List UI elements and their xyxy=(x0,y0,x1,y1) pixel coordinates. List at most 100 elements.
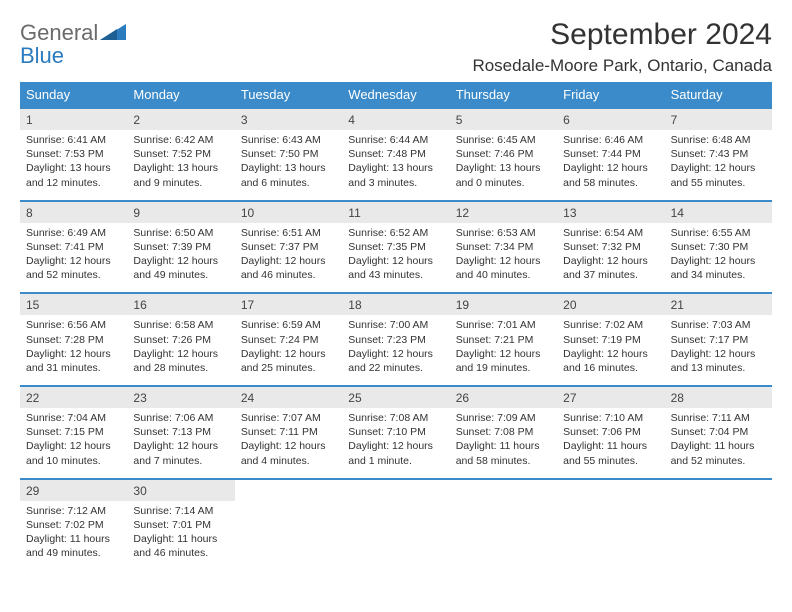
day-number: 12 xyxy=(450,202,557,223)
day-info: Sunrise: 7:07 AMSunset: 7:11 PMDaylight:… xyxy=(235,408,342,478)
sunset: Sunset: 7:50 PM xyxy=(241,147,336,161)
location: Rosedale-Moore Park, Ontario, Canada xyxy=(472,56,772,76)
sunset: Sunset: 7:24 PM xyxy=(241,333,336,347)
day-header: Sunday xyxy=(20,82,127,107)
daylight-l2: and 34 minutes. xyxy=(671,268,766,282)
empty-cell xyxy=(665,480,772,501)
day-info: Sunrise: 6:41 AMSunset: 7:53 PMDaylight:… xyxy=(20,130,127,200)
daylight-l1: Daylight: 11 hours xyxy=(26,532,121,546)
daylight-l2: and 55 minutes. xyxy=(563,454,658,468)
sunset: Sunset: 7:15 PM xyxy=(26,425,121,439)
sunrise: Sunrise: 6:51 AM xyxy=(241,226,336,240)
daylight-l2: and 46 minutes. xyxy=(241,268,336,282)
day-number: 24 xyxy=(235,387,342,408)
day-header: Thursday xyxy=(450,82,557,107)
day-number: 15 xyxy=(20,294,127,315)
day-info: Sunrise: 6:49 AMSunset: 7:41 PMDaylight:… xyxy=(20,223,127,293)
day-number: 3 xyxy=(235,109,342,130)
day-number: 18 xyxy=(342,294,449,315)
daylight-l2: and 13 minutes. xyxy=(671,361,766,375)
logo-triangle-icon xyxy=(100,22,128,47)
day-info: Sunrise: 6:46 AMSunset: 7:44 PMDaylight:… xyxy=(557,130,664,200)
sunrise: Sunrise: 6:54 AM xyxy=(563,226,658,240)
day-number: 28 xyxy=(665,387,772,408)
sunset: Sunset: 7:46 PM xyxy=(456,147,551,161)
day-number: 26 xyxy=(450,387,557,408)
logo-word2: Blue xyxy=(20,43,64,68)
day-info: Sunrise: 6:53 AMSunset: 7:34 PMDaylight:… xyxy=(450,223,557,293)
day-number: 17 xyxy=(235,294,342,315)
info-row: Sunrise: 7:04 AMSunset: 7:15 PMDaylight:… xyxy=(20,408,772,478)
daylight-l1: Daylight: 12 hours xyxy=(26,254,121,268)
day-number: 14 xyxy=(665,202,772,223)
day-number: 1 xyxy=(20,109,127,130)
day-info: Sunrise: 7:03 AMSunset: 7:17 PMDaylight:… xyxy=(665,315,772,385)
daylight-l1: Daylight: 12 hours xyxy=(241,439,336,453)
sunrise: Sunrise: 7:00 AM xyxy=(348,318,443,332)
day-info: Sunrise: 6:58 AMSunset: 7:26 PMDaylight:… xyxy=(127,315,234,385)
day-number: 29 xyxy=(20,480,127,501)
daylight-l1: Daylight: 13 hours xyxy=(456,161,551,175)
empty-cell xyxy=(450,480,557,501)
day-number: 20 xyxy=(557,294,664,315)
sunset: Sunset: 7:21 PM xyxy=(456,333,551,347)
sunrise: Sunrise: 7:04 AM xyxy=(26,411,121,425)
day-info: Sunrise: 7:14 AMSunset: 7:01 PMDaylight:… xyxy=(127,501,234,571)
sunrise: Sunrise: 7:14 AM xyxy=(133,504,228,518)
day-number: 5 xyxy=(450,109,557,130)
info-row: Sunrise: 6:49 AMSunset: 7:41 PMDaylight:… xyxy=(20,223,772,293)
empty-cell xyxy=(342,480,449,501)
info-row: Sunrise: 7:12 AMSunset: 7:02 PMDaylight:… xyxy=(20,501,772,571)
sunrise: Sunrise: 6:50 AM xyxy=(133,226,228,240)
day-number: 16 xyxy=(127,294,234,315)
day-number: 7 xyxy=(665,109,772,130)
day-info: Sunrise: 6:55 AMSunset: 7:30 PMDaylight:… xyxy=(665,223,772,293)
day-info: Sunrise: 7:11 AMSunset: 7:04 PMDaylight:… xyxy=(665,408,772,478)
sunrise: Sunrise: 6:55 AM xyxy=(671,226,766,240)
sunset: Sunset: 7:23 PM xyxy=(348,333,443,347)
sunset: Sunset: 7:26 PM xyxy=(133,333,228,347)
day-info: Sunrise: 7:00 AMSunset: 7:23 PMDaylight:… xyxy=(342,315,449,385)
sunrise: Sunrise: 7:03 AM xyxy=(671,318,766,332)
day-header: Monday xyxy=(127,82,234,107)
daylight-l2: and 7 minutes. xyxy=(133,454,228,468)
daylight-l1: Daylight: 12 hours xyxy=(563,347,658,361)
day-info: Sunrise: 6:54 AMSunset: 7:32 PMDaylight:… xyxy=(557,223,664,293)
sunset: Sunset: 7:32 PM xyxy=(563,240,658,254)
daylight-l1: Daylight: 11 hours xyxy=(671,439,766,453)
empty-cell xyxy=(665,501,772,571)
sunset: Sunset: 7:30 PM xyxy=(671,240,766,254)
header: General Blue September 2024 Rosedale-Moo… xyxy=(20,18,772,76)
daylight-l2: and 28 minutes. xyxy=(133,361,228,375)
daylight-l2: and 0 minutes. xyxy=(456,176,551,190)
day-info: Sunrise: 7:08 AMSunset: 7:10 PMDaylight:… xyxy=(342,408,449,478)
day-number: 4 xyxy=(342,109,449,130)
daynum-row: 891011121314 xyxy=(20,200,772,223)
sunrise: Sunrise: 7:02 AM xyxy=(563,318,658,332)
daylight-l2: and 16 minutes. xyxy=(563,361,658,375)
sunrise: Sunrise: 6:58 AM xyxy=(133,318,228,332)
day-header: Friday xyxy=(557,82,664,107)
day-info: Sunrise: 6:42 AMSunset: 7:52 PMDaylight:… xyxy=(127,130,234,200)
day-info: Sunrise: 6:51 AMSunset: 7:37 PMDaylight:… xyxy=(235,223,342,293)
day-info: Sunrise: 7:10 AMSunset: 7:06 PMDaylight:… xyxy=(557,408,664,478)
daylight-l1: Daylight: 12 hours xyxy=(26,439,121,453)
daylight-l2: and 3 minutes. xyxy=(348,176,443,190)
daylight-l2: and 37 minutes. xyxy=(563,268,658,282)
empty-cell xyxy=(342,501,449,571)
sunrise: Sunrise: 7:06 AM xyxy=(133,411,228,425)
empty-cell xyxy=(557,501,664,571)
sunset: Sunset: 7:10 PM xyxy=(348,425,443,439)
daylight-l2: and 4 minutes. xyxy=(241,454,336,468)
day-info: Sunrise: 6:48 AMSunset: 7:43 PMDaylight:… xyxy=(665,130,772,200)
sunset: Sunset: 7:41 PM xyxy=(26,240,121,254)
daylight-l2: and 55 minutes. xyxy=(671,176,766,190)
month-title: September 2024 xyxy=(472,18,772,52)
daylight-l1: Daylight: 12 hours xyxy=(456,347,551,361)
day-number: 19 xyxy=(450,294,557,315)
daylight-l2: and 10 minutes. xyxy=(26,454,121,468)
day-info: Sunrise: 6:59 AMSunset: 7:24 PMDaylight:… xyxy=(235,315,342,385)
daylight-l1: Daylight: 12 hours xyxy=(671,254,766,268)
daylight-l2: and 19 minutes. xyxy=(456,361,551,375)
daylight-l1: Daylight: 12 hours xyxy=(456,254,551,268)
